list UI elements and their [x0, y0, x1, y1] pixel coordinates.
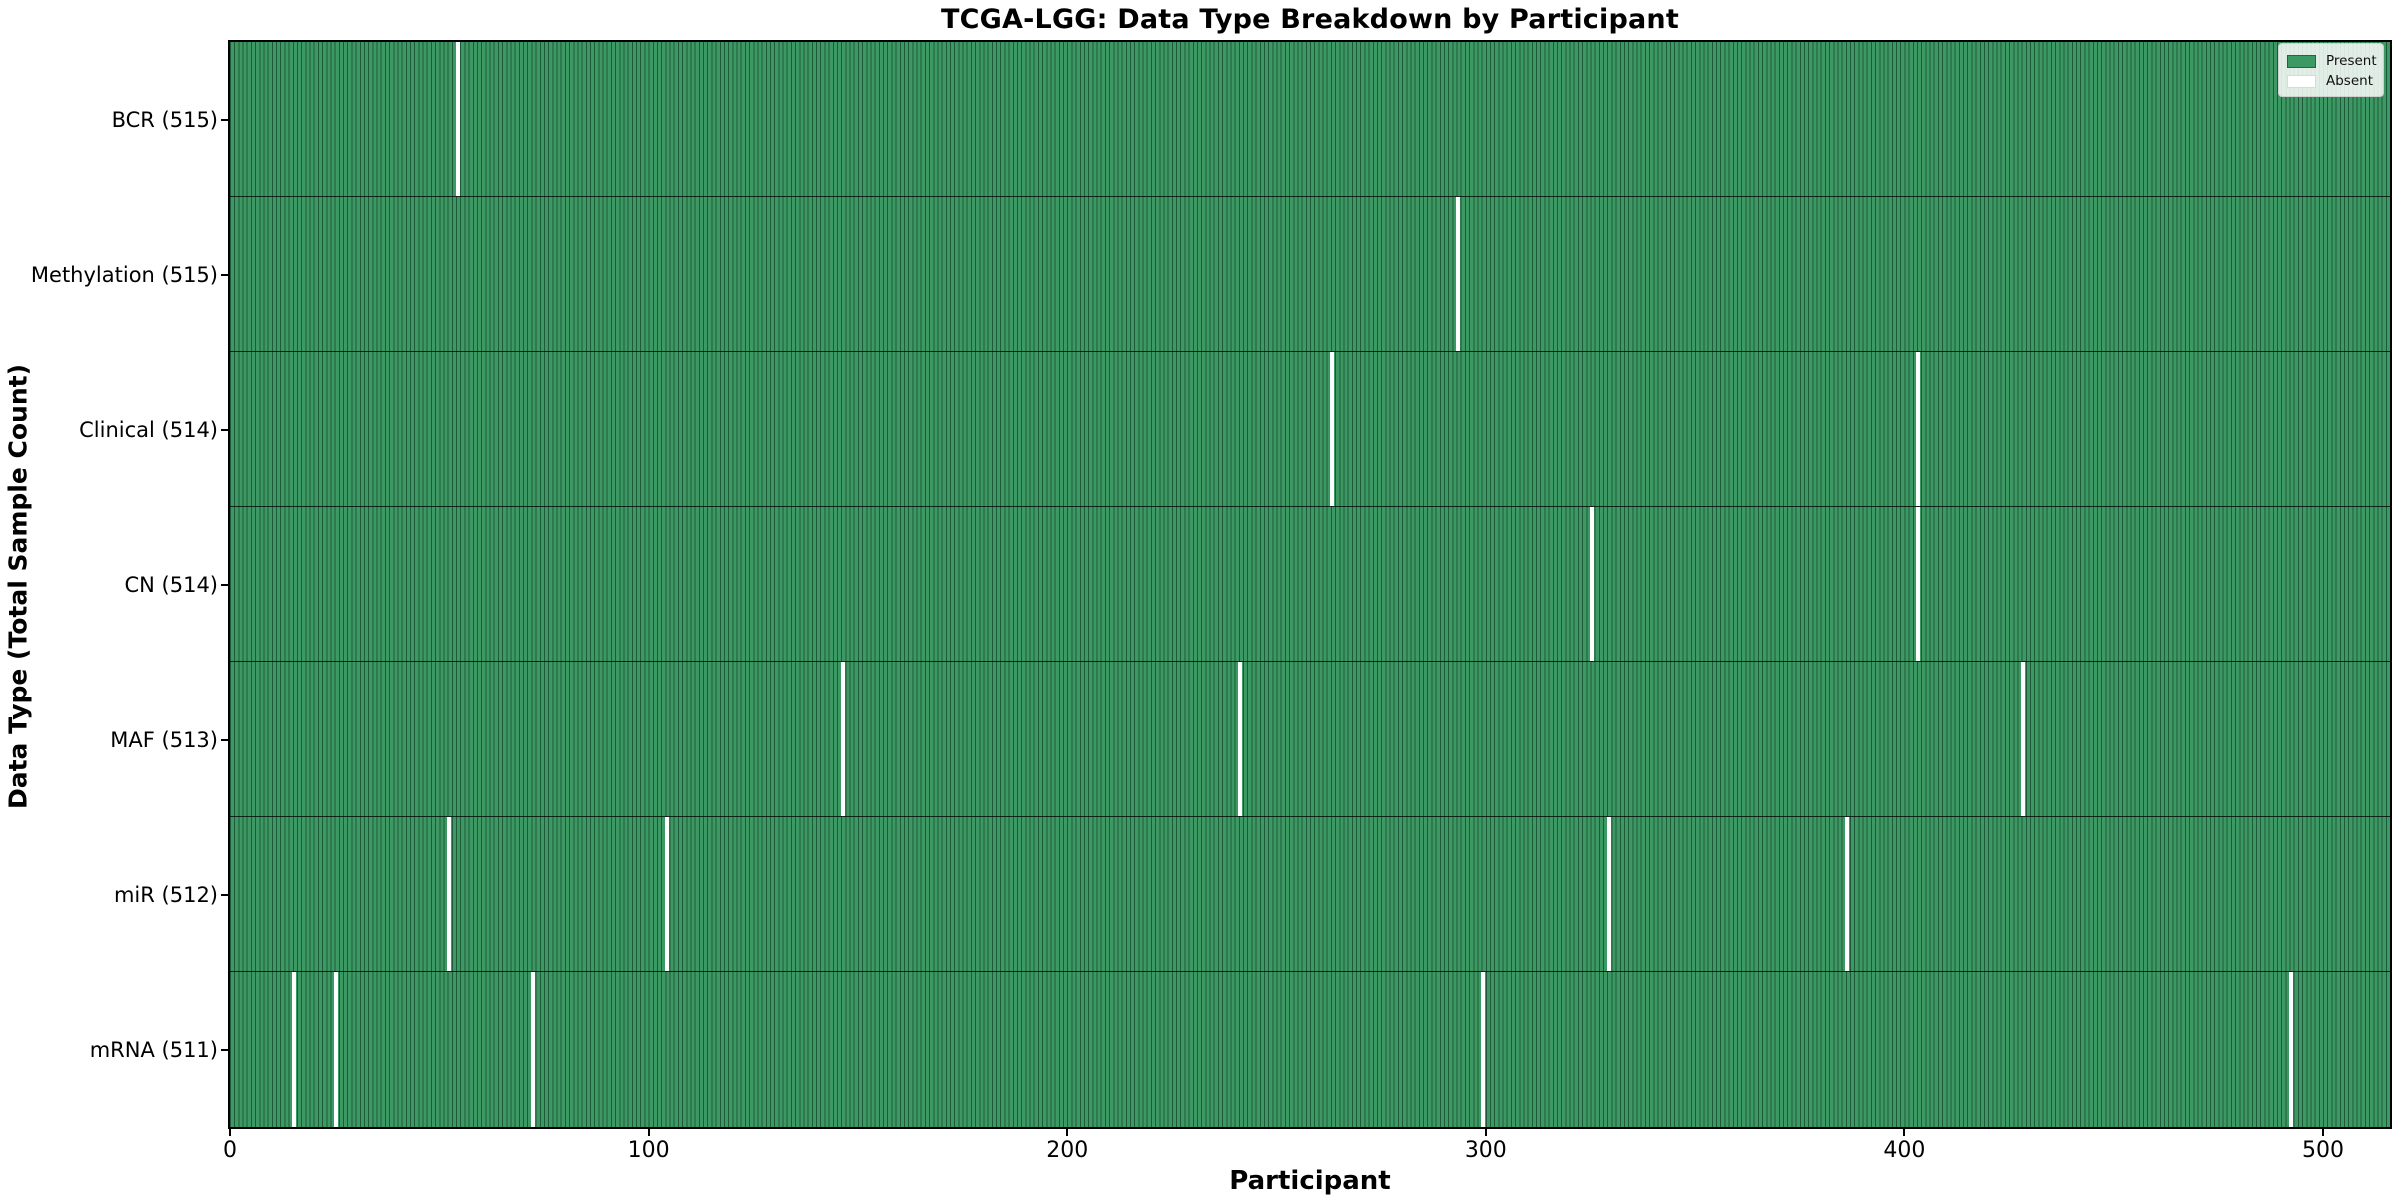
absent-gap — [1330, 352, 1335, 506]
y-tick-mark — [221, 1048, 230, 1051]
row-cn — [230, 507, 2390, 662]
plot-area — [228, 40, 2392, 1129]
absent-gap — [1589, 507, 1594, 661]
x-tick-label: 200 — [1046, 1138, 1089, 1163]
y-tick-label: BCR (515) — [111, 107, 218, 132]
absent-gap — [530, 972, 535, 1127]
absent-gap — [1481, 972, 1486, 1127]
absent-gap — [1456, 197, 1460, 351]
absent-gap — [1606, 817, 1611, 971]
absent-gap — [1916, 352, 1921, 506]
y-tick-label: Methylation (515) — [30, 262, 218, 287]
y-tick-label: MAF (513) — [110, 727, 218, 752]
x-tick-mark — [1484, 1127, 1487, 1136]
row-mir — [230, 817, 2390, 972]
legend-present-swatch — [2287, 54, 2316, 68]
row-methylation — [230, 197, 2390, 352]
x-tick-label: 0 — [223, 1138, 237, 1163]
x-tick-label: 100 — [627, 1138, 670, 1163]
x-tick-label: 300 — [1464, 1138, 1507, 1163]
legend-present-label: Present — [2326, 53, 2377, 69]
row-maf — [230, 662, 2390, 817]
absent-gap — [1916, 507, 1921, 661]
y-tick-mark — [221, 118, 230, 121]
x-axis-label: Participant — [1229, 1166, 1391, 1196]
x-tick-label: 400 — [1883, 1138, 1926, 1163]
absent-gap — [292, 972, 297, 1127]
y-tick-label: miR (512) — [113, 882, 218, 907]
y-tick-label: Clinical (514) — [79, 417, 218, 442]
absent-gap — [455, 42, 460, 196]
x-tick-label: 500 — [2302, 1138, 2345, 1163]
y-tick-label: mRNA (511) — [89, 1037, 218, 1062]
x-tick-mark — [1903, 1127, 1906, 1136]
legend-absent-label: Absent — [2326, 73, 2373, 89]
y-tick-mark — [221, 893, 230, 896]
x-tick-mark — [229, 1127, 231, 1136]
absent-gap — [2289, 972, 2294, 1127]
x-tick-mark — [2322, 1127, 2325, 1136]
legend-entry-present: Present — [2287, 51, 2377, 71]
legend-entry-absent: Absent — [2287, 71, 2375, 91]
row-mrna — [230, 972, 2390, 1127]
y-tick-mark — [221, 738, 230, 741]
y-tick-mark — [221, 273, 230, 276]
chart-title: TCGA-LGG: Data Type Breakdown by Partici… — [941, 4, 1679, 35]
legend: Present Absent — [2278, 43, 2384, 97]
y-tick-mark — [221, 428, 230, 431]
y-tick-label: CN (514) — [124, 572, 218, 597]
x-tick-mark — [1066, 1127, 1069, 1136]
absent-gap — [1845, 817, 1850, 971]
row-bcr — [230, 42, 2390, 197]
x-tick-mark — [647, 1127, 650, 1136]
absent-gap — [840, 662, 845, 816]
absent-gap — [447, 817, 452, 971]
legend-absent-swatch — [2287, 74, 2316, 88]
y-tick-mark — [221, 583, 230, 586]
absent-gap — [1238, 662, 1243, 816]
absent-gap — [334, 972, 339, 1127]
absent-gap — [2021, 662, 2026, 816]
absent-gap — [664, 817, 669, 971]
row-clinical — [230, 352, 2390, 507]
